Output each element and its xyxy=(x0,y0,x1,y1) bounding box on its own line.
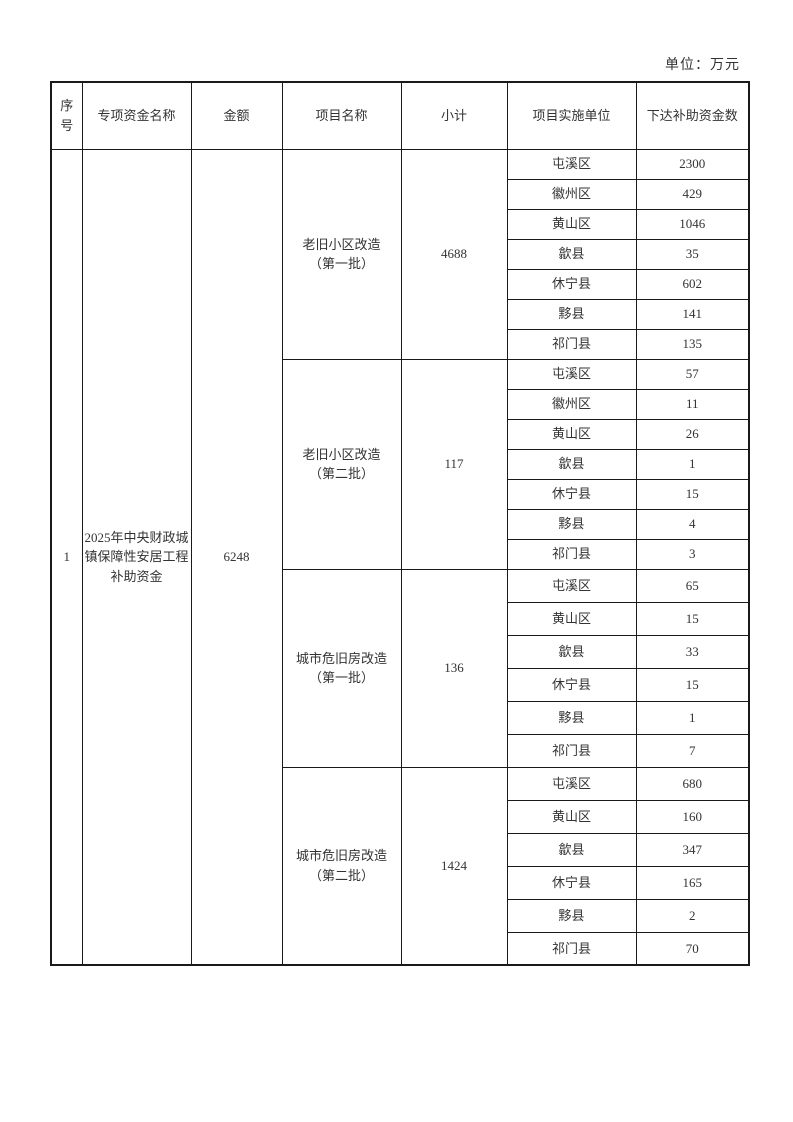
cell-implementing-unit: 黄山区 xyxy=(506,418,637,450)
cell-subsidy-value: 70 xyxy=(635,931,750,966)
table-header-row: 序号 专项资金名称 金额 项目名称 小计 项目实施单位 下达补助资金数 xyxy=(50,81,750,150)
cell-subsidy-value: 15 xyxy=(635,601,750,636)
cell-implementing-unit: 屯溪区 xyxy=(506,766,637,801)
cell-subsidy-value: 15 xyxy=(635,667,750,702)
cell-subsidy-value: 141 xyxy=(635,298,750,330)
table-row: 祁门县 3 xyxy=(51,538,750,570)
cell-subsidy-value: 680 xyxy=(635,766,750,801)
cell-subtotal: 4688 xyxy=(400,148,508,360)
cell-implementing-unit: 祁门县 xyxy=(506,733,637,768)
table-row: 祁门县 70 xyxy=(51,931,750,966)
subsidy-allocation-table: 序号 专项资金名称 金额 项目名称 小计 项目实施单位 下达补助资金数 1 20… xyxy=(50,81,750,966)
table-row: 黟县 141 xyxy=(51,298,750,330)
cell-subsidy-value: 135 xyxy=(635,328,750,360)
table-row: 徽州区 429 xyxy=(51,178,750,210)
cell-subsidy-value: 4 xyxy=(635,508,750,540)
table-row: 休宁县 15 xyxy=(51,667,750,702)
cell-subsidy-value: 65 xyxy=(635,568,750,603)
cell-implementing-unit: 黟县 xyxy=(506,700,637,735)
table-row: 黄山区 26 xyxy=(51,418,750,450)
cell-project-name: 老旧小区改造 （第一批） xyxy=(281,148,402,360)
cell-subsidy-value: 1046 xyxy=(635,208,750,240)
cell-implementing-unit: 歙县 xyxy=(506,238,637,270)
table-row: 歙县 347 xyxy=(51,832,750,867)
table-row: 祁门县 135 xyxy=(51,328,750,360)
table-row: 黄山区 1046 xyxy=(51,208,750,240)
table-row: 城市危旧房改造 （第一批） 136 屯溪区 65 xyxy=(51,568,750,768)
cell-implementing-unit: 休宁县 xyxy=(506,667,637,702)
unit-label: 单位：万元 xyxy=(665,58,740,73)
cell-subtotal: 1424 xyxy=(400,766,508,966)
header-implementing-unit: 项目实施单位 xyxy=(506,81,637,150)
table-row: 休宁县 165 xyxy=(51,865,750,900)
cell-subsidy-value: 1 xyxy=(635,700,750,735)
table-row: 1 2025年中央财政城 镇保障性安居工程 补助资金 6248 老旧小区改造 （… xyxy=(50,148,750,966)
cell-implementing-unit: 歙县 xyxy=(506,832,637,867)
cell-implementing-unit: 屯溪区 xyxy=(506,358,637,390)
cell-implementing-unit: 黟县 xyxy=(506,298,637,330)
cell-subsidy-value: 602 xyxy=(635,268,750,300)
table-row: 老旧小区改造 （第二批） 117 屯溪区 57 xyxy=(51,358,750,570)
table-row: 黄山区 160 xyxy=(51,799,750,834)
cell-implementing-unit: 黟县 xyxy=(506,508,637,540)
cell-fund-name: 2025年中央财政城 镇保障性安居工程 补助资金 xyxy=(81,148,192,966)
table-row: 黟县 2 xyxy=(51,898,750,933)
cell-implementing-unit: 休宁县 xyxy=(506,478,637,510)
cell-subsidy-value: 15 xyxy=(635,478,750,510)
cell-implementing-unit: 歙县 xyxy=(506,634,637,669)
cell-subsidy-value: 7 xyxy=(635,733,750,768)
cell-implementing-unit: 黟县 xyxy=(506,898,637,933)
cell-subsidy-value: 1 xyxy=(635,448,750,480)
table-row: 休宁县 602 xyxy=(51,268,750,300)
cell-implementing-unit: 黄山区 xyxy=(506,799,637,834)
cell-subsidy-value: 35 xyxy=(635,238,750,270)
cell-subsidy-value: 160 xyxy=(635,799,750,834)
cell-project-name: 城市危旧房改造 （第二批） xyxy=(281,766,402,966)
cell-amount: 6248 xyxy=(190,148,283,966)
table-row: 祁门县 7 xyxy=(51,733,750,768)
cell-subsidy-value: 33 xyxy=(635,634,750,669)
cell-subtotal: 136 xyxy=(400,568,508,768)
cell-subsidy-value: 3 xyxy=(635,538,750,570)
cell-subsidy-value: 2300 xyxy=(635,148,750,180)
cell-implementing-unit: 屯溪区 xyxy=(506,568,637,603)
header-amount: 金额 xyxy=(190,81,283,150)
cell-implementing-unit: 黄山区 xyxy=(506,208,637,240)
cell-implementing-unit: 祁门县 xyxy=(506,931,637,966)
cell-subsidy-value: 57 xyxy=(635,358,750,390)
table-row: 歙县 33 xyxy=(51,634,750,669)
table-row: 城市危旧房改造 （第二批） 1424 屯溪区 680 xyxy=(51,766,750,966)
cell-implementing-unit: 徽州区 xyxy=(506,178,637,210)
cell-subsidy-value: 2 xyxy=(635,898,750,933)
cell-subsidy-value: 11 xyxy=(635,388,750,420)
table-row: 黄山区 15 xyxy=(51,601,750,636)
cell-subsidy-value: 347 xyxy=(635,832,750,867)
cell-subsidy-value: 165 xyxy=(635,865,750,900)
cell-implementing-unit: 休宁县 xyxy=(506,865,637,900)
cell-implementing-unit: 黄山区 xyxy=(506,601,637,636)
header-serial-number: 序号 xyxy=(50,81,83,150)
table-row: 黟县 4 xyxy=(51,508,750,540)
header-subtotal: 小计 xyxy=(400,81,508,150)
cell-implementing-unit: 祁门县 xyxy=(506,328,637,360)
header-allocated-subsidy: 下达补助资金数 xyxy=(635,81,750,150)
cell-implementing-unit: 祁门县 xyxy=(506,538,637,570)
cell-implementing-unit: 休宁县 xyxy=(506,268,637,300)
table-row: 歙县 35 xyxy=(51,238,750,270)
header-fund-name: 专项资金名称 xyxy=(81,81,192,150)
header-project-name: 项目名称 xyxy=(281,81,402,150)
cell-subsidy-value: 429 xyxy=(635,178,750,210)
cell-subsidy-value: 26 xyxy=(635,418,750,450)
cell-implementing-unit: 徽州区 xyxy=(506,388,637,420)
table-row: 休宁县 15 xyxy=(51,478,750,510)
cell-project-name: 老旧小区改造 （第二批） xyxy=(281,358,402,570)
cell-implementing-unit: 屯溪区 xyxy=(506,148,637,180)
cell-implementing-unit: 歙县 xyxy=(506,448,637,480)
cell-serial-number: 1 xyxy=(50,148,83,966)
cell-subtotal: 117 xyxy=(400,358,508,570)
cell-project-name: 城市危旧房改造 （第一批） xyxy=(281,568,402,768)
